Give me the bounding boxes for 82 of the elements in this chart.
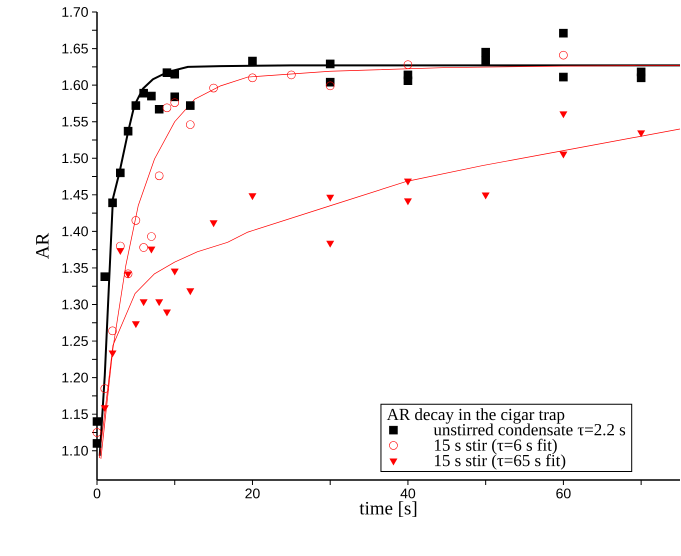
point	[481, 56, 490, 65]
point	[139, 88, 148, 98]
point	[326, 60, 335, 68]
point	[124, 126, 132, 136]
y-tick-label: 1.15	[62, 409, 88, 420]
point	[108, 326, 117, 336]
point	[326, 82, 335, 90]
y-tick-label: 1.50	[62, 153, 88, 164]
point	[132, 216, 140, 225]
y-tick-label: 1.35	[62, 262, 88, 273]
point	[132, 101, 140, 110]
point	[100, 384, 110, 393]
point	[326, 194, 334, 202]
point	[116, 248, 124, 255]
point	[170, 70, 180, 78]
point	[404, 60, 412, 69]
point	[186, 288, 194, 295]
point	[481, 48, 490, 57]
point	[404, 198, 412, 205]
point	[101, 405, 109, 412]
y-tick-label: 1.30	[62, 300, 88, 310]
y-tick-label: 1.20	[62, 372, 88, 383]
point	[560, 152, 568, 158]
point	[210, 220, 218, 227]
y-tick-label: 1.25	[62, 336, 88, 346]
y-tick-label: 1.70	[62, 7, 88, 17]
point	[147, 232, 156, 241]
point	[209, 84, 218, 92]
point	[100, 272, 110, 282]
point	[163, 310, 171, 316]
point	[139, 243, 148, 252]
point	[108, 198, 117, 208]
x-tick-label: 0	[94, 488, 100, 498]
point	[132, 321, 140, 328]
point	[92, 439, 102, 448]
legend-title: AR decay in the cigar trap	[386, 408, 564, 424]
point	[154, 172, 164, 180]
y-axis-title: AR	[36, 232, 48, 259]
point	[287, 70, 296, 80]
point	[170, 92, 180, 102]
point	[248, 56, 257, 66]
x-tick-label: 20	[245, 488, 260, 498]
y-tick-label: 1.10	[62, 446, 88, 456]
point	[162, 103, 172, 112]
point	[147, 92, 156, 100]
point	[154, 104, 164, 114]
point	[162, 68, 172, 77]
point	[482, 192, 490, 200]
x-tick-label: 60	[556, 488, 571, 498]
point	[140, 299, 148, 306]
legend-label: 15 s stir (τ=65 s fit)	[434, 454, 566, 470]
point	[92, 417, 102, 426]
y-tick-label: 1.40	[62, 226, 88, 236]
legend-label: 15 s stir (τ=6 s fit)	[434, 438, 557, 454]
point	[559, 72, 568, 82]
point	[170, 98, 180, 107]
y-tick-label: 1.55	[62, 116, 88, 127]
point	[326, 240, 334, 248]
point	[186, 120, 195, 129]
point	[186, 101, 195, 110]
point	[559, 28, 568, 38]
y-tick-label: 1.45	[62, 190, 88, 200]
point	[116, 168, 125, 178]
point	[170, 268, 178, 276]
point	[108, 350, 116, 358]
point	[404, 178, 412, 186]
point	[148, 246, 156, 254]
point	[637, 130, 645, 137]
y-tick-label: 1.60	[62, 80, 88, 90]
x-tick-label: 40	[400, 488, 416, 498]
point	[124, 269, 132, 278]
point	[559, 50, 568, 60]
point	[92, 428, 102, 437]
x-axis-title: time [s]	[360, 501, 416, 517]
point	[636, 74, 646, 82]
point	[155, 299, 163, 306]
point	[404, 76, 412, 86]
legend-label: unstirred condensate τ=2.2 s	[434, 423, 626, 436]
point	[248, 74, 257, 82]
point	[560, 111, 568, 118]
y-tick-label: 1.65	[62, 44, 88, 54]
point	[248, 193, 256, 200]
